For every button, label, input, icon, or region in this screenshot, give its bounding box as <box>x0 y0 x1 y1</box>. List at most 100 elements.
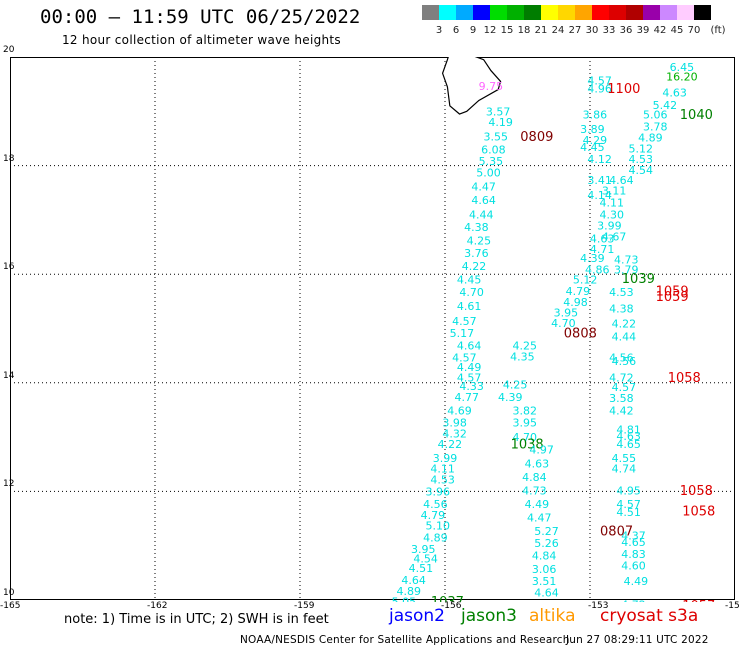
wave-height-value: 5.10 <box>426 520 451 533</box>
wave-height-value: 4.22 <box>438 438 463 451</box>
scale-swatch <box>456 5 473 20</box>
wave-height-value: 4.95 <box>616 484 641 497</box>
scale-label: 18 <box>517 25 531 36</box>
scale-swatch <box>609 5 626 20</box>
pass-time-label: 1057 <box>682 599 715 602</box>
longitude-tick-label: -159 <box>294 601 315 611</box>
wave-height-value: 5.27 <box>534 525 559 538</box>
latitude-tick-label: 16 <box>3 262 15 273</box>
wave-height-value: 4.83 <box>621 548 646 561</box>
wave-height-value: 3.99 <box>597 219 622 232</box>
wave-height-value: 4.79 <box>421 509 446 522</box>
wave-height-value: 5.26 <box>534 537 559 550</box>
wave-height-value: 4.47 <box>471 180 496 193</box>
wave-height-value: 4.53 <box>629 153 654 166</box>
wave-height-value: 4.84 <box>532 550 557 563</box>
wave-height-value: 4.70 <box>459 286 484 299</box>
scale-label: 9 <box>469 25 477 36</box>
wave-height-value: 4.56 <box>612 355 637 368</box>
wave-height-value: 4.73 <box>522 484 547 497</box>
wave-height-value: 4.14 <box>587 189 612 202</box>
pass-time-label: 0808 <box>564 326 597 341</box>
wave-height-value: 3.95 <box>411 543 436 556</box>
wave-height-value: 3.55 <box>484 130 509 143</box>
map-subtitle: 12 hour collection of altimeter wave hei… <box>62 33 341 47</box>
wave-height-value: 4.51 <box>409 562 434 575</box>
pass-time-label: 1058 <box>668 371 701 386</box>
wave-height-value: 4.57 <box>452 351 477 364</box>
scale-label: 33 <box>602 25 616 36</box>
wave-height-value: 9.75 <box>479 80 504 93</box>
wave-height-value: 6.45 <box>670 61 695 74</box>
pass-time-label: 1038 <box>511 438 544 453</box>
wave-height-value: 5.12 <box>629 142 654 155</box>
wave-height-value: 4.38 <box>464 221 489 234</box>
pass-time-label: 1058 <box>680 484 713 499</box>
wave-height-value: 4.19 <box>488 116 513 129</box>
scale-label: 45 <box>670 25 684 36</box>
wave-height-value: 4.25 <box>503 379 528 392</box>
wave-height-value: 4.11 <box>430 463 455 476</box>
wave-height-value: 3.99 <box>433 452 458 465</box>
wave-height-value: 4.98 <box>563 296 588 309</box>
wave-height-value: 4.57 <box>612 381 637 394</box>
wave-height-value: 4.61 <box>457 300 482 313</box>
wave-height-value: 4.57 <box>452 315 477 328</box>
latitude-tick-label: 10 <box>3 588 15 598</box>
wave-height-value: 3.57 <box>486 105 511 118</box>
pass-time-label: 1100 <box>607 82 640 97</box>
pass-time-label: 1037 <box>431 595 464 602</box>
scale-unit: (ft) <box>710 25 726 36</box>
wave-height-value: 4.39 <box>498 391 523 404</box>
wave-height-value: 3.96 <box>426 485 451 498</box>
wave-height-value: 4.56 <box>609 351 634 364</box>
map-frame <box>10 57 735 600</box>
wave-height-value: 4.38 <box>609 302 634 315</box>
wave-height-value: 4.53 <box>609 286 634 299</box>
wave-height-value: 4.42 <box>609 405 634 418</box>
pass-time-label: 1039 <box>622 272 655 287</box>
legend-cryosat-s3a: cryosat s3a <box>600 606 699 626</box>
map-title: 00:00 – 11:59 UTC 06/25/2022 <box>40 6 361 28</box>
scale-swatch <box>592 5 609 20</box>
wave-height-value: 4.97 <box>529 444 554 457</box>
latitude-tick-label: 12 <box>3 479 15 490</box>
wave-height-value: 4.79 <box>566 285 591 298</box>
wave-height-value: 3.89 <box>580 123 605 136</box>
wave-height-value: 4.72 <box>609 371 634 384</box>
wave-height-value: 4.30 <box>600 209 625 222</box>
wave-height-value: 4.72 <box>621 598 646 602</box>
wave-height-value: 4.57 <box>587 74 612 87</box>
wave-height-value: 4.67 <box>602 230 627 243</box>
scale-label: 6 <box>452 25 460 36</box>
wave-height-value: 4.12 <box>587 153 612 166</box>
wave-height-value: 4.86 <box>585 263 610 276</box>
scale-swatch <box>490 5 507 20</box>
scale-label: 3 <box>435 25 443 36</box>
scale-swatch <box>643 5 660 20</box>
wave-height-value: 4.51 <box>616 506 641 519</box>
pass-time-label: 1059 <box>656 290 689 305</box>
latitude-tick-label: 14 <box>3 370 15 381</box>
wave-height-value: 4.89 <box>423 532 448 545</box>
wave-height-value: 4.64 <box>609 174 634 187</box>
scale-label: 12 <box>483 25 497 36</box>
wave-height-value: 4.64 <box>401 574 426 587</box>
pass-time-label: 1059 <box>656 285 689 300</box>
wave-height-value: 3.11 <box>602 185 627 198</box>
footnote: note: 1) Time is in UTC; 2) SWH is in fe… <box>64 612 329 627</box>
scale-swatch <box>694 5 711 20</box>
pass-time-label: 1058 <box>682 505 715 520</box>
wave-height-value: 3.41 <box>587 174 612 187</box>
legend-jason3: jason3 <box>461 606 517 626</box>
wave-height-value: 5.00 <box>476 167 501 180</box>
wave-height-value: 4.64 <box>457 339 482 352</box>
scale-label: 24 <box>551 25 565 36</box>
wave-height-value: 4.45 <box>580 141 605 154</box>
wave-height-value: 4.71 <box>590 243 615 256</box>
wave-height-value: 4.96 <box>587 83 612 96</box>
wave-height-value: 3.79 <box>614 263 639 276</box>
scale-swatch <box>524 5 541 20</box>
wave-height-value: 4.89 <box>397 585 422 598</box>
wave-height-value: 3.86 <box>583 109 608 122</box>
